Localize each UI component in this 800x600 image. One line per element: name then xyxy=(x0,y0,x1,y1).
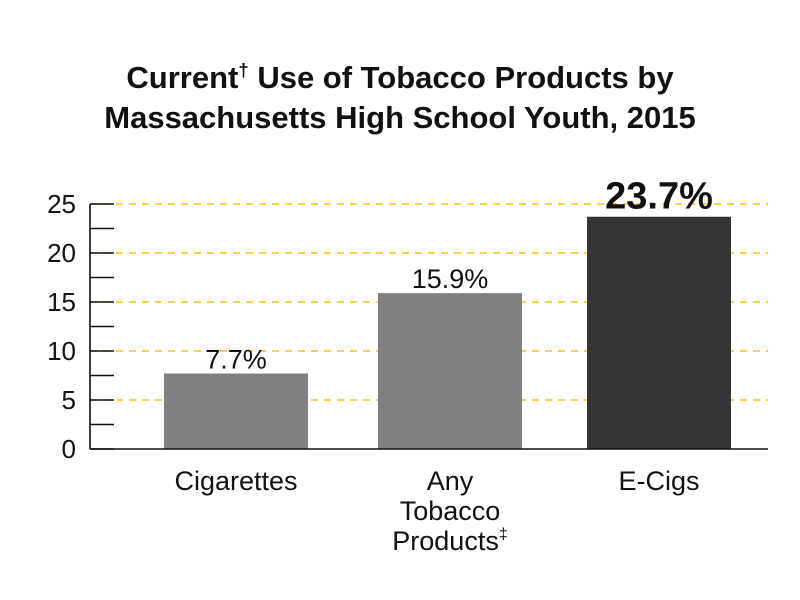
y-tick-label: 25 xyxy=(47,189,76,219)
y-tick-label: 20 xyxy=(47,238,76,268)
y-tick-label: 15 xyxy=(47,287,76,317)
x-tick-label: Any Tobacco Products‡ xyxy=(392,466,507,556)
chart-title-line-1: Current† Use of Tobacco Products by xyxy=(0,58,800,98)
y-tick-label: 10 xyxy=(47,336,76,366)
x-tick-label-line: E-Cigs xyxy=(618,466,699,496)
chart-title-line-2: Massachusetts High School Youth, 2015 xyxy=(104,100,696,135)
title-suffix: Use of Tobacco Products by xyxy=(248,60,674,95)
bar xyxy=(164,373,308,449)
category-labels: Cigarettes Any Tobacco Products‡ E-Cigs xyxy=(174,466,699,556)
x-tick-label-mark: ‡ xyxy=(499,526,508,543)
data-label: 15.9% xyxy=(412,264,489,294)
data-label: 7.7% xyxy=(205,345,267,375)
x-tick-label-line: Tobacco xyxy=(400,496,501,526)
title-prefix: Current xyxy=(126,60,239,95)
y-axis: 0 5 10 15 20 25 xyxy=(47,189,768,464)
x-tick-label: Cigarettes xyxy=(174,466,297,496)
x-tick-label-line: Cigarettes xyxy=(174,466,297,496)
chart-title: Current† Use of Tobacco Products by Mass… xyxy=(0,58,800,138)
data-label: 23.7% xyxy=(605,176,713,218)
x-tick-label-line: Products xyxy=(392,526,499,556)
bars xyxy=(164,216,731,449)
bar xyxy=(378,293,522,449)
bar xyxy=(587,216,731,449)
value-labels: 7.7% 15.9% 23.7% xyxy=(205,176,713,375)
y-tick-label: 0 xyxy=(62,434,76,464)
y-tick-label: 5 xyxy=(62,385,76,415)
x-tick-label-line: Any xyxy=(427,466,474,496)
title-dagger-mark: † xyxy=(238,59,249,81)
x-tick-label: E-Cigs xyxy=(618,466,699,496)
